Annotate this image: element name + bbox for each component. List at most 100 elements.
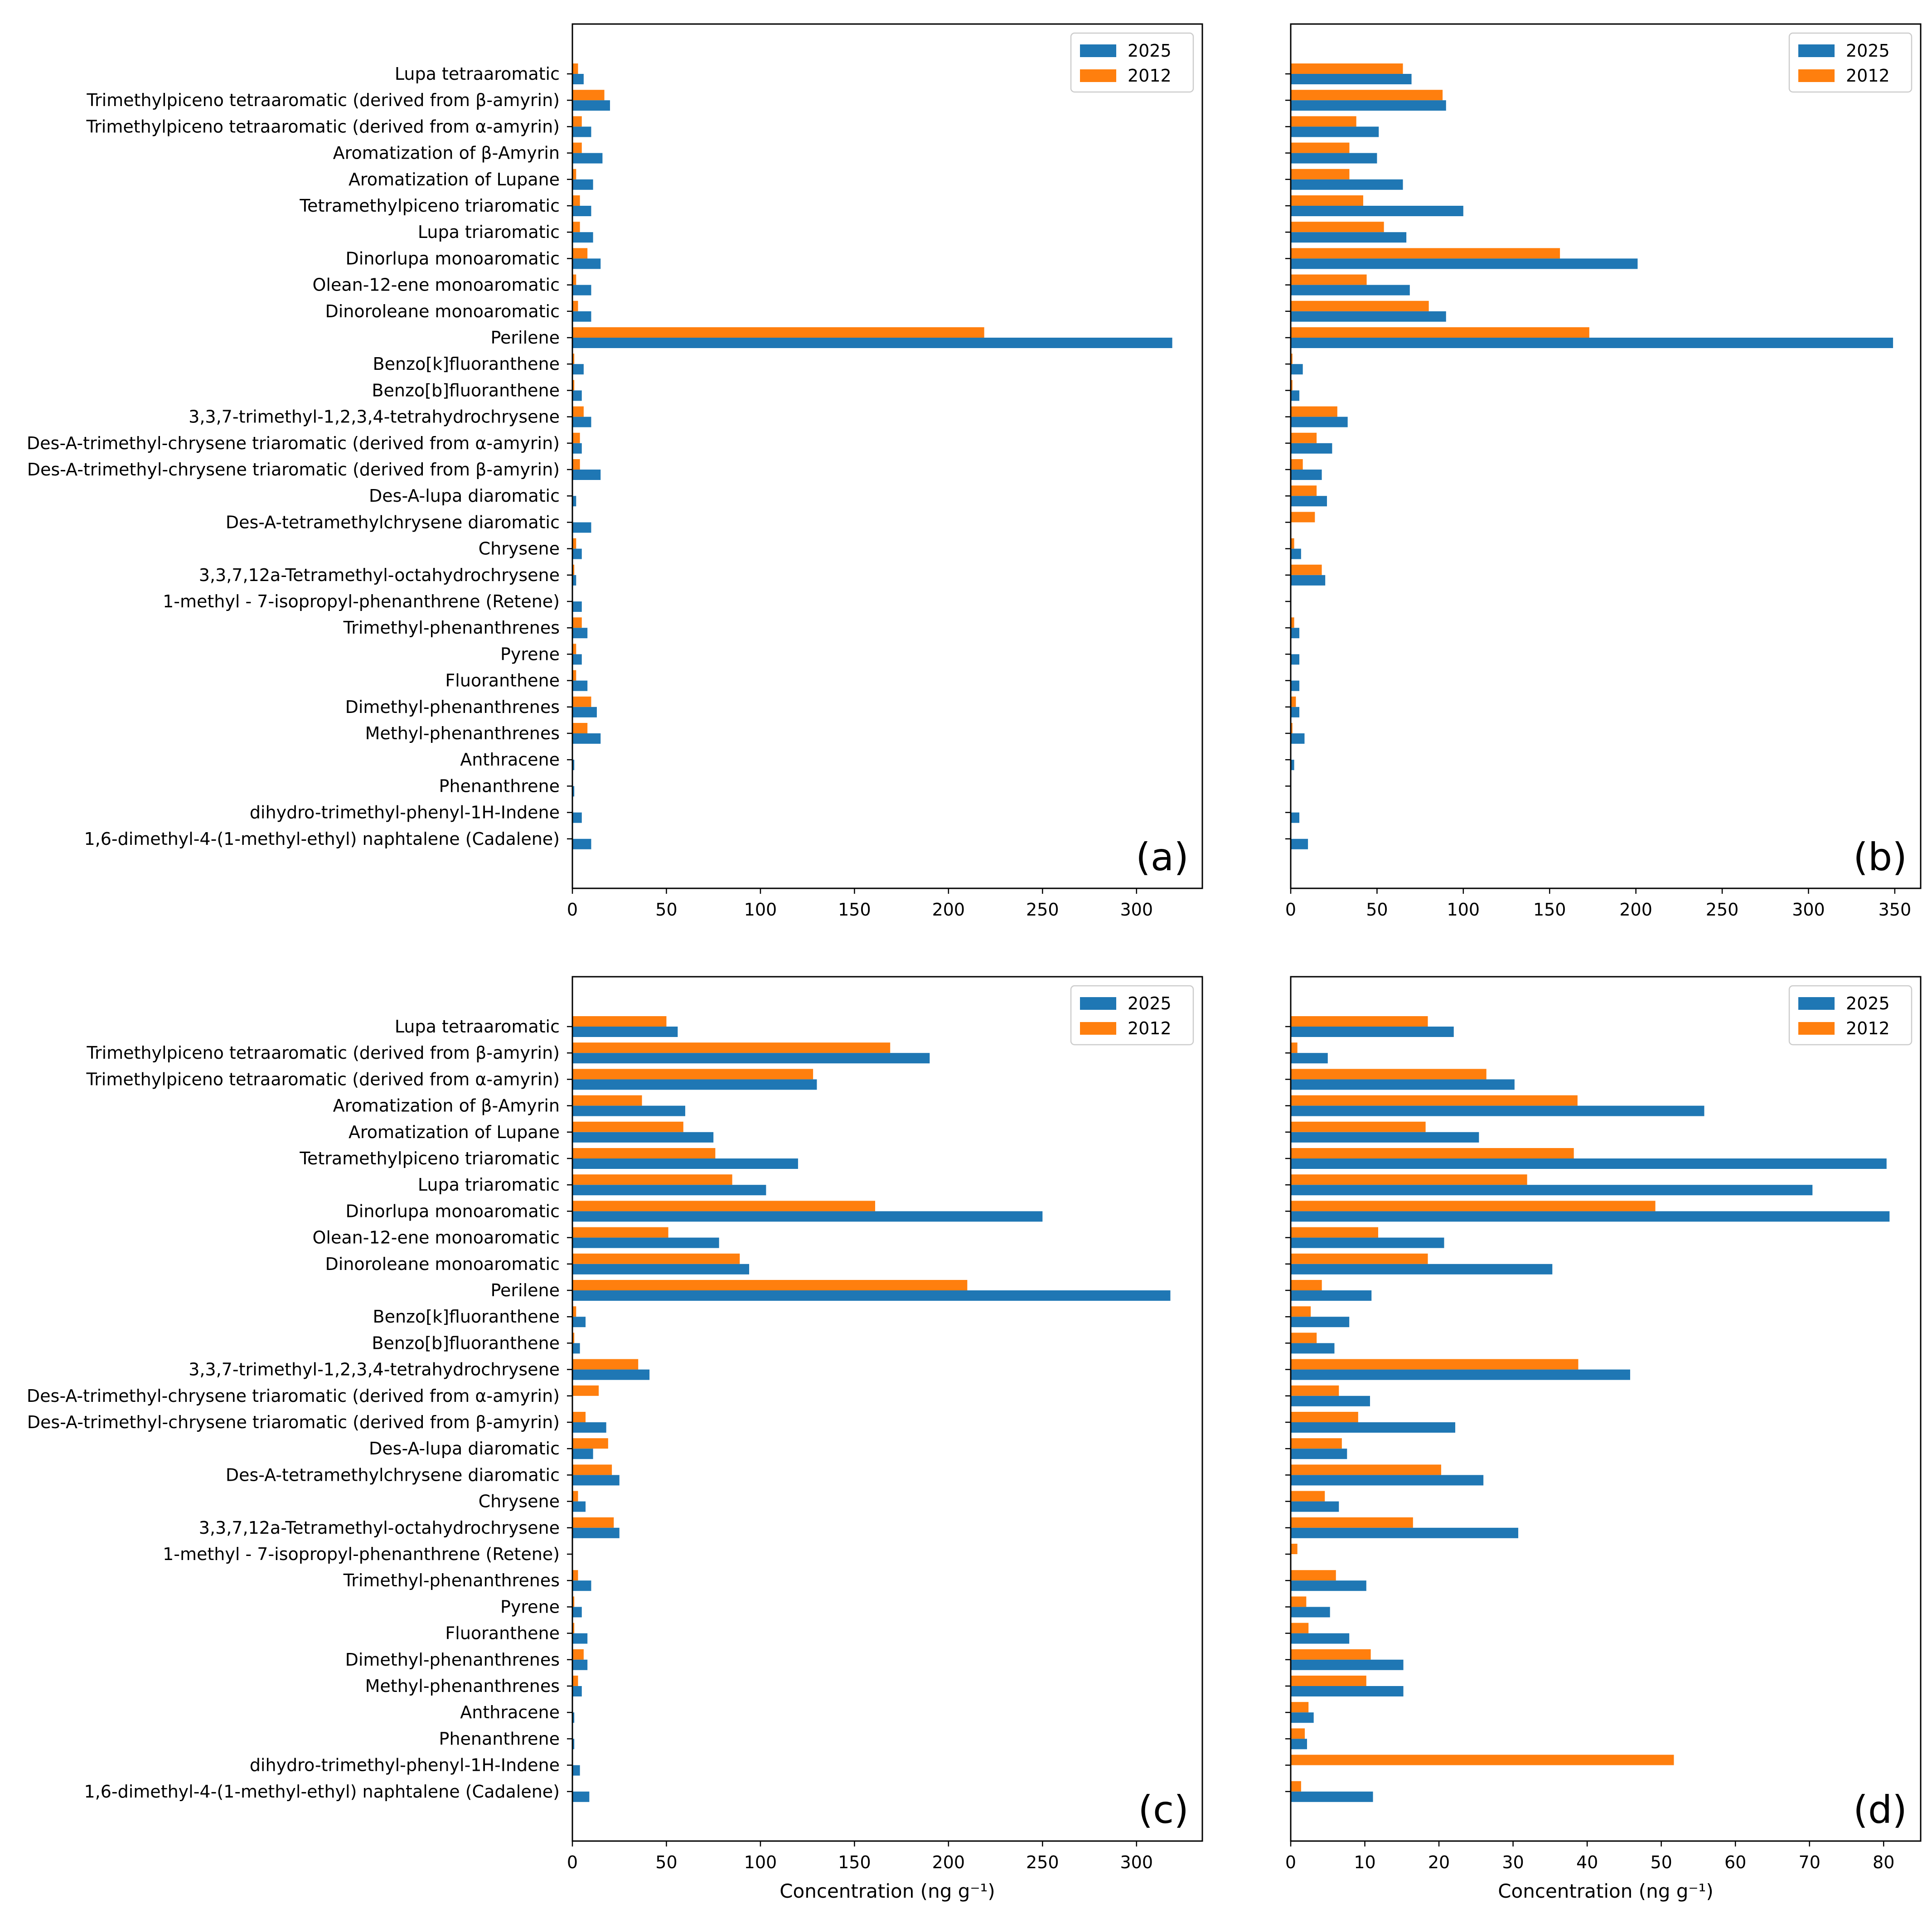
category-label: Trimethylpiceno tetraaromatic (derived f… (86, 1043, 560, 1063)
x-tick-label: 0 (567, 1852, 578, 1872)
bar-2012 (1291, 327, 1589, 338)
bar-2025 (1291, 1027, 1454, 1037)
bar-2012 (1291, 1676, 1366, 1686)
bar-2012 (572, 1596, 575, 1607)
x-axis-label: Concentration (ng g⁻¹) (780, 1880, 995, 1902)
legend-swatch-2012 (1080, 69, 1116, 82)
x-tick-label: 250 (1026, 900, 1059, 920)
bar-2025 (572, 232, 593, 243)
bar-2025 (572, 1422, 606, 1433)
bar-2012 (1291, 1333, 1317, 1343)
category-label: Chrysene (479, 1492, 560, 1512)
bar-2012 (572, 1412, 586, 1422)
category-label: Dimethyl-phenanthrenes (345, 1650, 560, 1670)
bar-2012 (1291, 1148, 1574, 1158)
category-label: 3,3,7,12a-Tetramethyl-octahydrochrysene (199, 1518, 560, 1538)
panel-a: Lupa tetraaromatic Trimethylpiceno tetraa… (27, 23, 1203, 920)
bar-2025 (1291, 680, 1300, 691)
bar-2012 (1291, 1596, 1307, 1607)
bar-2025 (1291, 1132, 1479, 1143)
axes-frame (571, 976, 1203, 1842)
bar-2025 (572, 1211, 1043, 1222)
bar-2012 (1291, 1253, 1428, 1264)
bar-2025 (1291, 126, 1379, 137)
category-label: Olean-12-ene monoaromatic (313, 275, 560, 295)
bar-2012 (1291, 142, 1350, 153)
bar-2025 (1291, 733, 1305, 744)
legend-swatch-2025 (1798, 44, 1835, 57)
bar-2012 (1291, 617, 1294, 628)
category-label: Lupa tetraaromatic (395, 1017, 560, 1037)
bar-2025 (572, 443, 582, 454)
bar-2025 (1291, 1237, 1444, 1248)
bar-2025 (572, 100, 610, 111)
bar-2012 (1291, 1306, 1311, 1317)
bar-2025 (1291, 1079, 1515, 1090)
bar-2025 (572, 601, 582, 612)
bar-2025 (1291, 1290, 1372, 1301)
bar-2025 (1291, 1475, 1484, 1486)
bar-2012 (1291, 1491, 1325, 1502)
bar-2025 (572, 1079, 817, 1090)
panels: Lupa tetraaromatic Trimethylpiceno tetraa… (27, 23, 1922, 1902)
bar-2025 (572, 707, 597, 717)
bar-2025 (572, 1791, 590, 1802)
legend-label-2012: 2012 (1846, 1018, 1890, 1038)
bar-2012 (1291, 90, 1443, 101)
bar-2025 (1291, 1527, 1519, 1538)
bar-2012 (572, 564, 575, 575)
legend-swatch-2012 (1798, 1022, 1835, 1035)
bar-2012 (1291, 459, 1303, 470)
bar-2025 (1291, 470, 1322, 480)
bar-2025 (1291, 1158, 1887, 1169)
bar-2012 (1291, 1464, 1441, 1475)
x-tick-label: 200 (932, 1852, 965, 1872)
bar-2012 (572, 1385, 599, 1396)
bar-2025 (1291, 838, 1308, 849)
category-label: Benzo[b]fluoranthene (372, 380, 560, 400)
bar-2025 (572, 1527, 620, 1538)
bar-2012 (1291, 1781, 1301, 1792)
bar-2025 (572, 126, 591, 137)
legend-swatch-2025 (1080, 44, 1116, 57)
bar-2025 (572, 390, 582, 401)
category-label: Benzo[b]fluoranthene (372, 1333, 560, 1353)
category-label: Phenanthrene (439, 776, 560, 796)
legend-label-2025: 2025 (1846, 41, 1890, 61)
category-label: Des-A-trimethyl-chrysene triaromatic (de… (27, 1386, 560, 1406)
bar-2025 (572, 1686, 582, 1696)
category-label: Lupa tetraaromatic (395, 64, 560, 84)
category-label: Aromatization of β-Amyrin (333, 1096, 560, 1116)
x-tick-label: 250 (1706, 900, 1739, 920)
bar-2025 (1291, 575, 1326, 586)
bar-2012 (1291, 1069, 1487, 1080)
category-label: Tetramethylpiceno triaromatic (299, 196, 560, 216)
category-label: Aromatization of Lupane (349, 170, 560, 189)
panel-label: (c) (1138, 1788, 1189, 1832)
bar-2012 (572, 1491, 578, 1502)
bar-2012 (572, 63, 578, 74)
x-axis-label: Concentration (ng g⁻¹) (1498, 1880, 1714, 1902)
bar-2012 (1291, 1728, 1305, 1739)
x-tick-label: 200 (1619, 900, 1652, 920)
bar-2025 (572, 1185, 766, 1196)
bar-2025 (572, 206, 591, 216)
bar-2012 (572, 1333, 575, 1343)
bar-2025 (1291, 443, 1332, 454)
category-label: Dinorlupa monoaromatic (346, 248, 560, 268)
category-label: Olean-12-ene monoaromatic (313, 1228, 560, 1248)
category-label: Des-A-lupa diaromatic (369, 486, 560, 506)
bar-2025 (572, 1475, 620, 1486)
bar-2012 (572, 1174, 732, 1185)
category-label: Pyrene (500, 644, 560, 664)
bar-2025 (572, 338, 1172, 348)
axes-frame (571, 23, 1203, 889)
bar-2012 (572, 1253, 740, 1264)
legend-swatch-2012 (1798, 69, 1835, 82)
bar-2025 (572, 1739, 575, 1749)
bar-2025 (1291, 628, 1300, 639)
bar-2012 (1291, 248, 1560, 259)
legend-label-2025: 2025 (1128, 41, 1172, 61)
legend-swatch-2025 (1798, 997, 1835, 1010)
